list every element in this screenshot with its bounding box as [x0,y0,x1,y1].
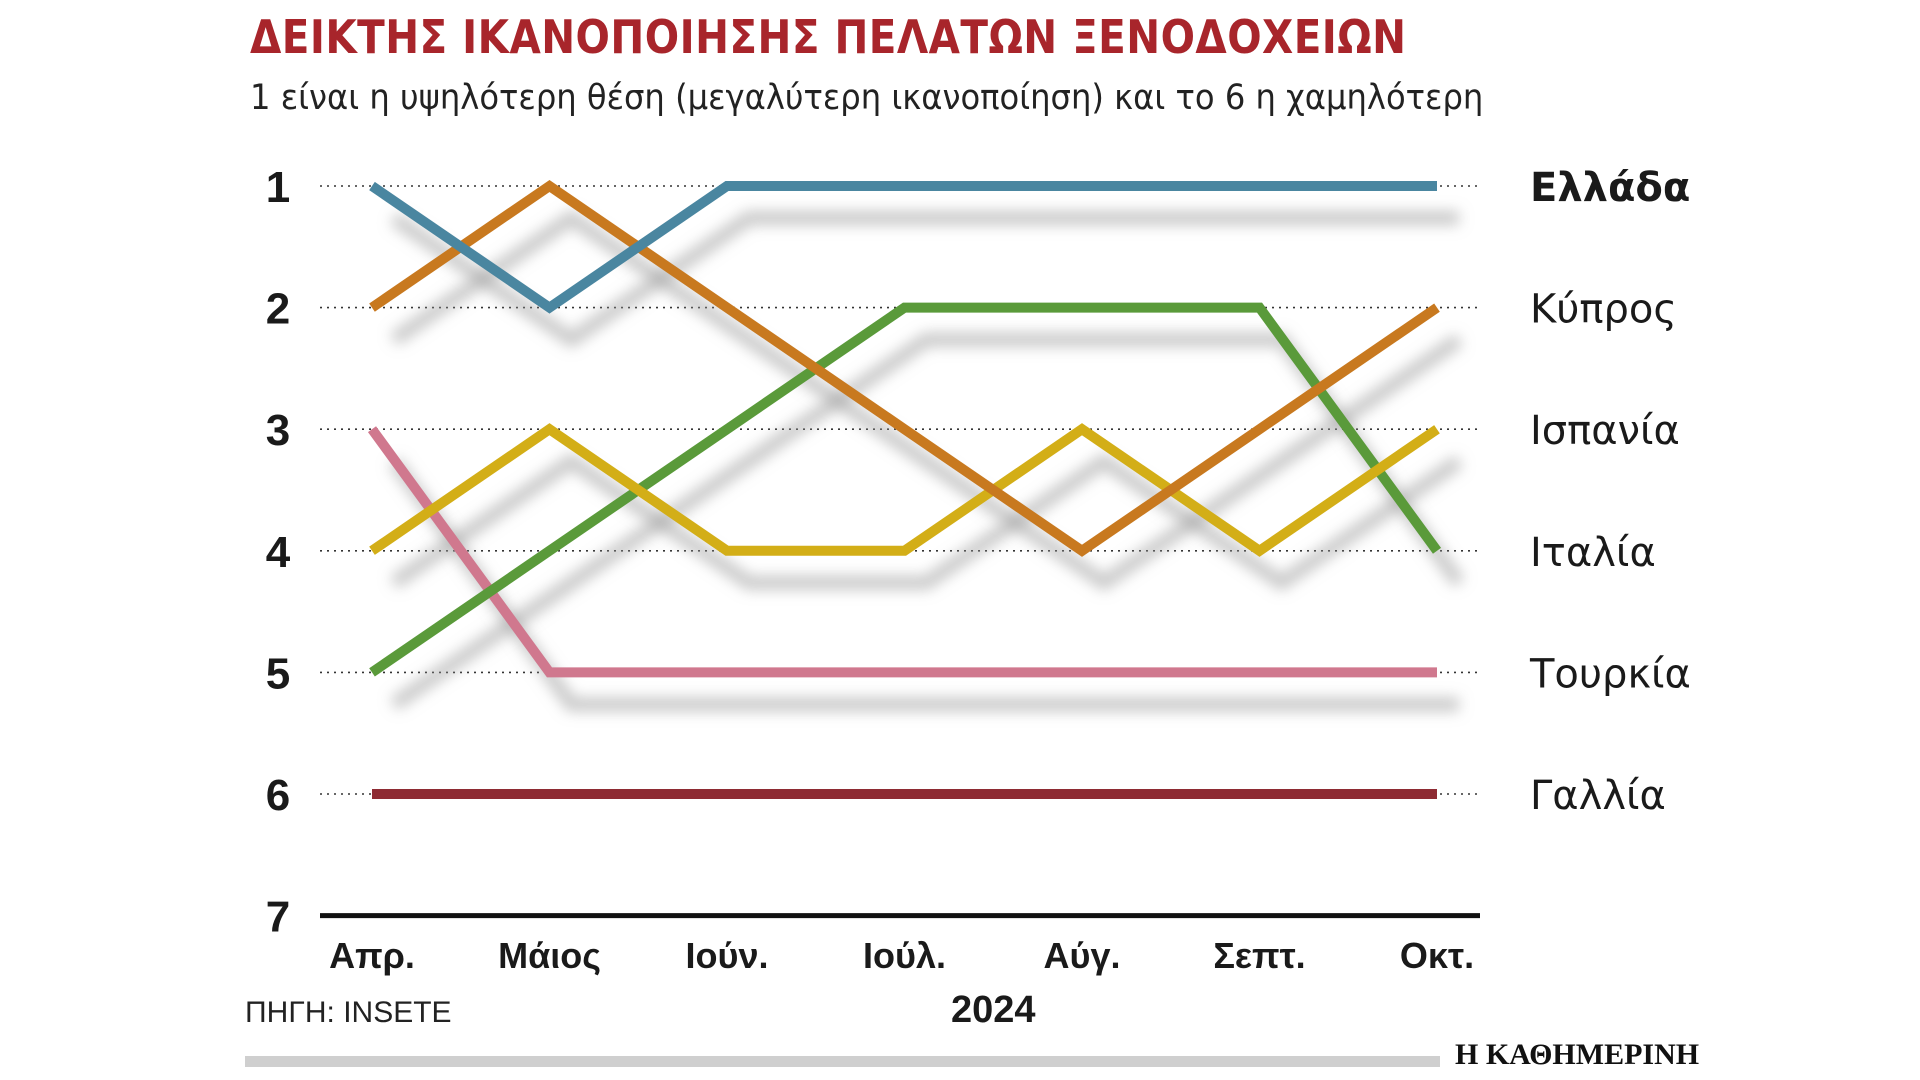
series-line [369,181,1437,314]
y-tick-label: 6 [266,771,290,820]
series-label: Ιταλία [1530,530,1656,576]
x-tick-label: Ιούν. [686,935,769,976]
source-note: ΠΗΓΗ: INSETE [245,996,452,1029]
series-label: Ισπανία [1530,408,1680,454]
y-tick-label: 7 [266,893,290,942]
footer-divider [245,1056,1440,1067]
x-axis-ticks: Απρ. Μάιος Ιούν. Ιούλ. Αύγ. Σεπτ. Οκτ. [329,935,1474,976]
x-tick-label: Μάιος [498,935,601,976]
y-tick-label: 3 [266,406,290,455]
y-axis-ticks: 1 2 3 4 5 6 7 [266,163,291,942]
series-label: Τουρκία [1529,651,1691,697]
x-tick-label: Ιούλ. [863,935,946,976]
series-shadow [390,452,1463,592]
chart-title: ΔΕΙΚΤΗΣ ΙΚΑΝΟΠΟΙΗΣΗΣ ΠΕΛΑΤΩΝ ΞΕΝΟΔΟΧΕΙΩΝ [250,10,1407,64]
line-shadows [388,209,1465,833]
publisher-logo: Η ΚΑΘΗΜΕΡΙΝΗ [1455,1038,1700,1071]
x-tick-label: Σεπτ. [1213,935,1305,976]
series-label: Γαλλία [1530,773,1666,819]
chart-subtitle: 1 είναι η υψηλότερη θέση (μεγαλύτερη ικα… [250,78,1484,118]
series-labels: Ελλάδα Κύπρος Ισπανία Ιταλία Τουρκία Γαλλία [1529,165,1691,819]
y-tick-label: 5 [266,649,290,698]
x-tick-label: Αύγ. [1044,935,1121,976]
series-shadow [390,211,1459,349]
y-tick-label: 1 [266,163,290,212]
series-line [369,423,1440,557]
series-label: Κύπρος [1530,287,1677,333]
series-line [369,302,1442,677]
series-line [367,426,1437,678]
y-tick-label: 2 [266,285,290,334]
series-label: Ελλάδα [1530,165,1690,211]
series-lines [367,179,1442,799]
x-tick-label: Απρ. [329,935,415,976]
x-tick-label: Οκτ. [1400,935,1474,976]
series-shadow [390,209,1463,592]
y-tick-label: 4 [266,528,291,577]
series-line [369,179,1440,557]
x-axis-label: 2024 [951,989,1036,1031]
series-shadow [388,457,1459,712]
